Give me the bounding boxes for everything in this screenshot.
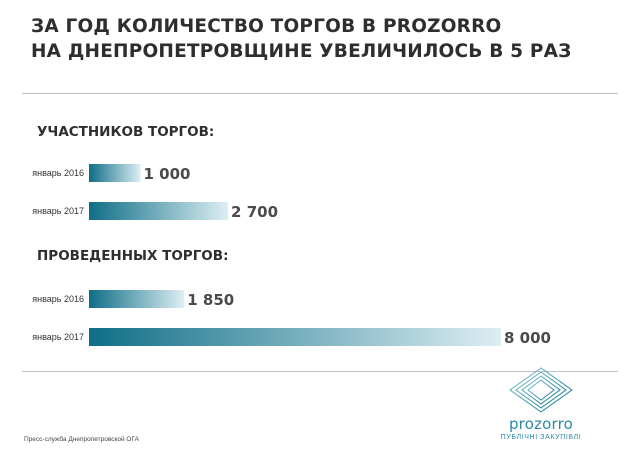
value-label: 1 850 bbox=[187, 291, 234, 309]
footer-credit: Пресс-служба Днепропетровской ОГА bbox=[24, 436, 139, 443]
value-label: 1 000 bbox=[144, 165, 191, 183]
category-label: январь 2016 bbox=[32, 168, 84, 178]
category-label: январь 2017 bbox=[32, 206, 84, 216]
top-divider bbox=[22, 93, 618, 94]
title-line-1: ЗА ГОД КОЛИЧЕСТВО ТОРГОВ В PROZORRO bbox=[31, 16, 502, 37]
page-title: ЗА ГОД КОЛИЧЕСТВО ТОРГОВ В PROZORRO НА Д… bbox=[31, 14, 621, 64]
chart-title-tenders: ПРОВЕДЕННЫХ ТОРГОВ: bbox=[37, 248, 229, 264]
prozorro-logo-icon bbox=[509, 367, 573, 413]
title-line-2: НА ДНЕПРОПЕТРОВЩИНЕ УВЕЛИЧИЛОСЬ В 5 РАЗ bbox=[31, 41, 572, 62]
bar bbox=[89, 290, 185, 308]
bar bbox=[89, 164, 141, 182]
logo-brand-name: prozorro bbox=[508, 415, 574, 433]
value-label: 2 700 bbox=[231, 203, 278, 221]
category-label: январь 2016 bbox=[32, 294, 84, 304]
logo-tagline: ПУБЛІЧНІ ЗАКУПІВЛІ bbox=[500, 434, 582, 441]
value-label: 8 000 bbox=[504, 329, 551, 347]
bar bbox=[89, 202, 229, 220]
prozorro-logo: prozorro ПУБЛІЧНІ ЗАКУПІВЛІ bbox=[496, 366, 586, 448]
category-label: январь 2017 bbox=[32, 332, 84, 342]
chart-title-participants: УЧАСТНИКОВ ТОРГОВ: bbox=[37, 124, 215, 140]
bottom-divider bbox=[22, 371, 618, 372]
bar bbox=[89, 328, 501, 346]
